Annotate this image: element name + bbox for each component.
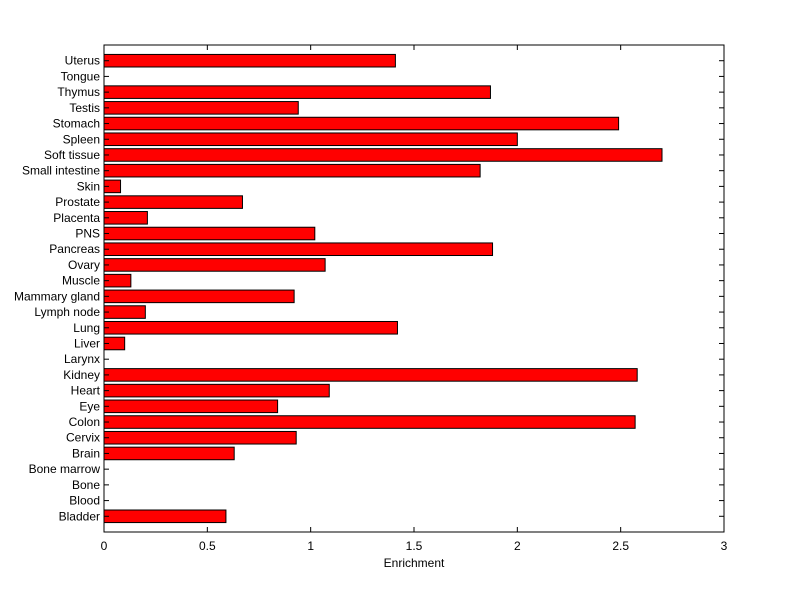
x-tick-label: 2.5 <box>612 539 629 553</box>
bar-eye <box>103 399 279 414</box>
category-label: Testis <box>69 101 100 115</box>
bar-heart <box>103 383 330 398</box>
ticks-group <box>103 45 725 532</box>
category-label: Mammary gland <box>14 289 100 303</box>
category-label: Blood <box>69 494 100 508</box>
category-label: Ovary <box>68 258 100 272</box>
category-label: Spleen <box>63 132 100 146</box>
category-label: Stomach <box>53 117 100 131</box>
category-label: PNS <box>75 227 100 241</box>
category-label: Uterus <box>65 54 100 68</box>
x-tick-labels-group: 0 0.5 1 1.5 2 2.5 3 <box>101 539 728 553</box>
category-label: Placenta <box>53 211 100 225</box>
category-label: Skin <box>77 179 100 193</box>
category-label: Larynx <box>64 352 100 366</box>
bar-stomach <box>103 116 620 131</box>
category-label: Liver <box>74 336 100 350</box>
bar-kidney <box>103 368 638 382</box>
bar-soft-tissue <box>103 148 663 162</box>
x-tick-label: 2 <box>514 539 521 553</box>
bar-lung <box>103 320 398 335</box>
category-label: Prostate <box>55 195 100 209</box>
category-label: Small intestine <box>22 164 100 178</box>
bar-prostate <box>103 195 243 209</box>
bar-uterus <box>103 53 396 68</box>
bar-pns <box>103 226 316 241</box>
bar-cervix <box>103 430 297 445</box>
bar-pancreas <box>103 242 494 257</box>
category-label: Lymph node <box>34 305 100 319</box>
bar-small-intestine <box>103 163 481 178</box>
category-label: Soft tissue <box>44 148 100 162</box>
category-label: Heart <box>71 384 101 398</box>
bar-ovary <box>103 258 326 272</box>
bar-placenta <box>103 211 148 225</box>
category-label: Colon <box>69 415 100 429</box>
category-label: Cervix <box>66 431 100 445</box>
category-label: Bone marrow <box>29 462 101 476</box>
category-label: Pancreas <box>49 242 100 256</box>
category-label: Bone <box>72 478 100 492</box>
x-axis-label: Enrichment <box>384 556 445 570</box>
category-label: Eye <box>79 399 100 413</box>
bar-colon <box>103 415 636 429</box>
bars-group <box>103 53 663 524</box>
category-label: Tongue <box>61 69 101 83</box>
bar-thymus <box>103 85 491 99</box>
category-label: Thymus <box>57 85 100 99</box>
category-label: Muscle <box>62 274 100 288</box>
bar-brain <box>103 446 235 461</box>
bar-testis <box>103 101 299 115</box>
x-tick-label: 1.5 <box>406 539 423 553</box>
x-tick-label: 0.5 <box>199 539 216 553</box>
category-label: Lung <box>73 321 100 335</box>
x-tick-label: 1 <box>307 539 314 553</box>
x-tick-label: 0 <box>101 539 108 553</box>
bar-bladder <box>103 509 227 524</box>
bar-mammary-gland <box>103 289 295 304</box>
category-label: Kidney <box>63 368 100 382</box>
category-label: Brain <box>72 446 100 460</box>
bar-spleen <box>103 132 518 147</box>
category-label: Bladder <box>59 509 100 523</box>
bar-lymph-node <box>103 305 146 319</box>
x-tick-label: 3 <box>721 539 728 553</box>
